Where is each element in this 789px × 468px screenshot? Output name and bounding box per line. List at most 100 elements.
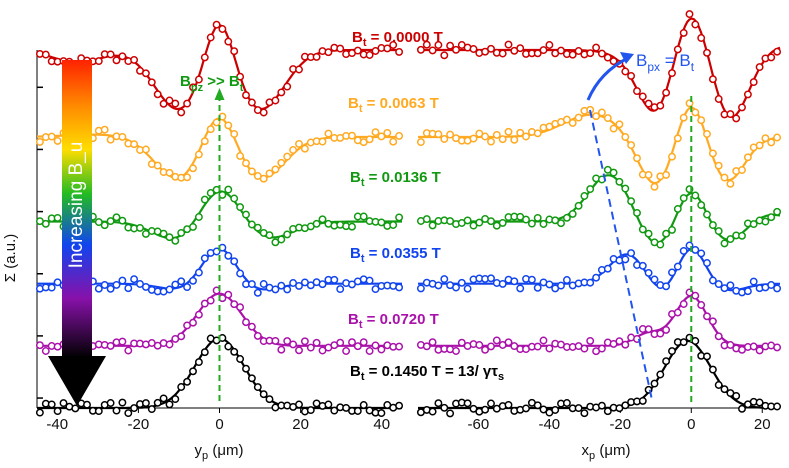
left-point-5-2 (47, 400, 56, 409)
right-point-2-50 (708, 221, 717, 230)
left-point-0-38 (259, 108, 268, 117)
right-point-0-14 (498, 49, 507, 58)
right-point-5-38 (638, 396, 647, 405)
left-point-1-27 (194, 150, 203, 159)
left-point-4-0 (35, 341, 44, 350)
right-point-2-2 (428, 221, 437, 230)
right-point-1-40 (650, 182, 659, 191)
right-point-4-34 (615, 337, 624, 346)
left-point-0-60 (389, 41, 398, 49)
right-point-5-3 (434, 399, 443, 408)
left-point-5-8 (83, 400, 91, 409)
right-point-0-39 (644, 99, 653, 108)
left-point-0-40 (271, 96, 280, 105)
left-point-3-10 (94, 284, 103, 293)
left-point-2-34 (236, 203, 245, 212)
left-point-2-26 (189, 222, 197, 231)
left-point-1-14 (118, 132, 127, 141)
left-point-4-47 (312, 338, 321, 347)
left-point-0-27 (194, 75, 203, 84)
right-point-0-43 (668, 69, 676, 78)
right-point-4-41 (656, 329, 665, 338)
right-point-5-55 (738, 404, 746, 413)
bpx-pointer-arrow (586, 56, 629, 101)
right-point-2-35 (621, 184, 630, 193)
series-label-5: Bt = 0.1450 T = 13/ γτs (350, 363, 504, 383)
right-point-1-12 (487, 137, 495, 146)
right-curve-0 (418, 17, 781, 119)
right-point-3-51 (714, 280, 723, 289)
left-point-3-16 (130, 275, 139, 284)
left-point-5-24 (177, 383, 186, 391)
left-point-3-22 (165, 285, 174, 294)
left-point-1-22 (165, 168, 174, 177)
right-point-5-11 (481, 405, 490, 414)
left-point-1-49 (324, 129, 333, 138)
right-point-0-20 (533, 49, 542, 58)
right-point-5-42 (662, 357, 671, 366)
left-point-5-27 (194, 358, 203, 367)
right-point-1-17 (516, 128, 525, 137)
left-point-0-14 (118, 52, 127, 61)
left-point-4-14 (118, 337, 127, 346)
right-point-3-3 (434, 281, 443, 290)
left-point-2-53 (348, 222, 356, 231)
right-point-0-9 (469, 45, 478, 53)
right-point-5-52 (720, 385, 729, 394)
right-point-2-27 (574, 201, 583, 210)
left-point-1-40 (271, 165, 280, 174)
left-point-0-20 (153, 90, 162, 99)
right-point-5-45 (679, 338, 688, 347)
right-point-2-53 (726, 235, 735, 244)
left-point-1-48 (318, 137, 327, 146)
right-point-5-50 (708, 365, 717, 374)
bpx-boundary-line (589, 109, 653, 401)
rainbow-arrow-shaft (62, 60, 92, 358)
left-point-4-40 (271, 336, 280, 345)
right-x-tick-label-4: 20 (754, 416, 771, 433)
left-point-2-12 (106, 217, 115, 226)
left-point-4-57 (371, 341, 380, 350)
right-point-0-49 (703, 48, 711, 57)
y-axis-label: Σ (a.u.) (2, 234, 19, 282)
left-point-3-40 (271, 285, 280, 294)
left-point-5-6 (71, 404, 80, 413)
right-point-1-34 (615, 120, 624, 129)
right-point-1-47 (691, 108, 700, 117)
left-point-5-38 (259, 390, 268, 399)
right-point-5-40 (650, 379, 659, 388)
left-point-4-33 (230, 300, 239, 309)
left-point-1-11 (100, 125, 109, 134)
right-point-5-25 (562, 399, 571, 407)
right-point-1-59 (761, 134, 770, 143)
right-point-2-36 (627, 197, 636, 206)
left-point-2-55 (359, 212, 368, 221)
right-point-2-61 (773, 207, 782, 216)
right-point-3-48 (697, 249, 706, 258)
right-point-4-39 (644, 325, 653, 334)
left-point-0-24 (177, 108, 186, 117)
right-point-3-42 (662, 282, 671, 291)
right-point-4-11 (481, 345, 490, 354)
right-point-3-50 (708, 276, 717, 285)
right-point-2-44 (673, 204, 682, 213)
left-point-5-13 (112, 406, 121, 415)
right-point-1-50 (708, 149, 717, 158)
right-point-5-35 (621, 401, 630, 410)
left-x-tick-label-2: 0 (215, 416, 223, 433)
right-point-0-31 (597, 49, 606, 58)
right-point-4-16 (510, 342, 519, 351)
left-point-1-26 (189, 164, 197, 173)
left-point-2-27 (194, 213, 203, 221)
right-point-0-55 (738, 103, 746, 112)
right-point-2-21 (539, 220, 548, 228)
right-point-2-12 (487, 217, 495, 226)
left-point-4-43 (289, 340, 298, 349)
right-point-2-45 (679, 194, 688, 203)
left-point-3-2 (47, 283, 56, 292)
right-point-4-28 (580, 344, 589, 353)
right-point-1-58 (755, 141, 764, 150)
right-point-1-31 (597, 108, 606, 117)
left-point-1-12 (106, 135, 115, 144)
